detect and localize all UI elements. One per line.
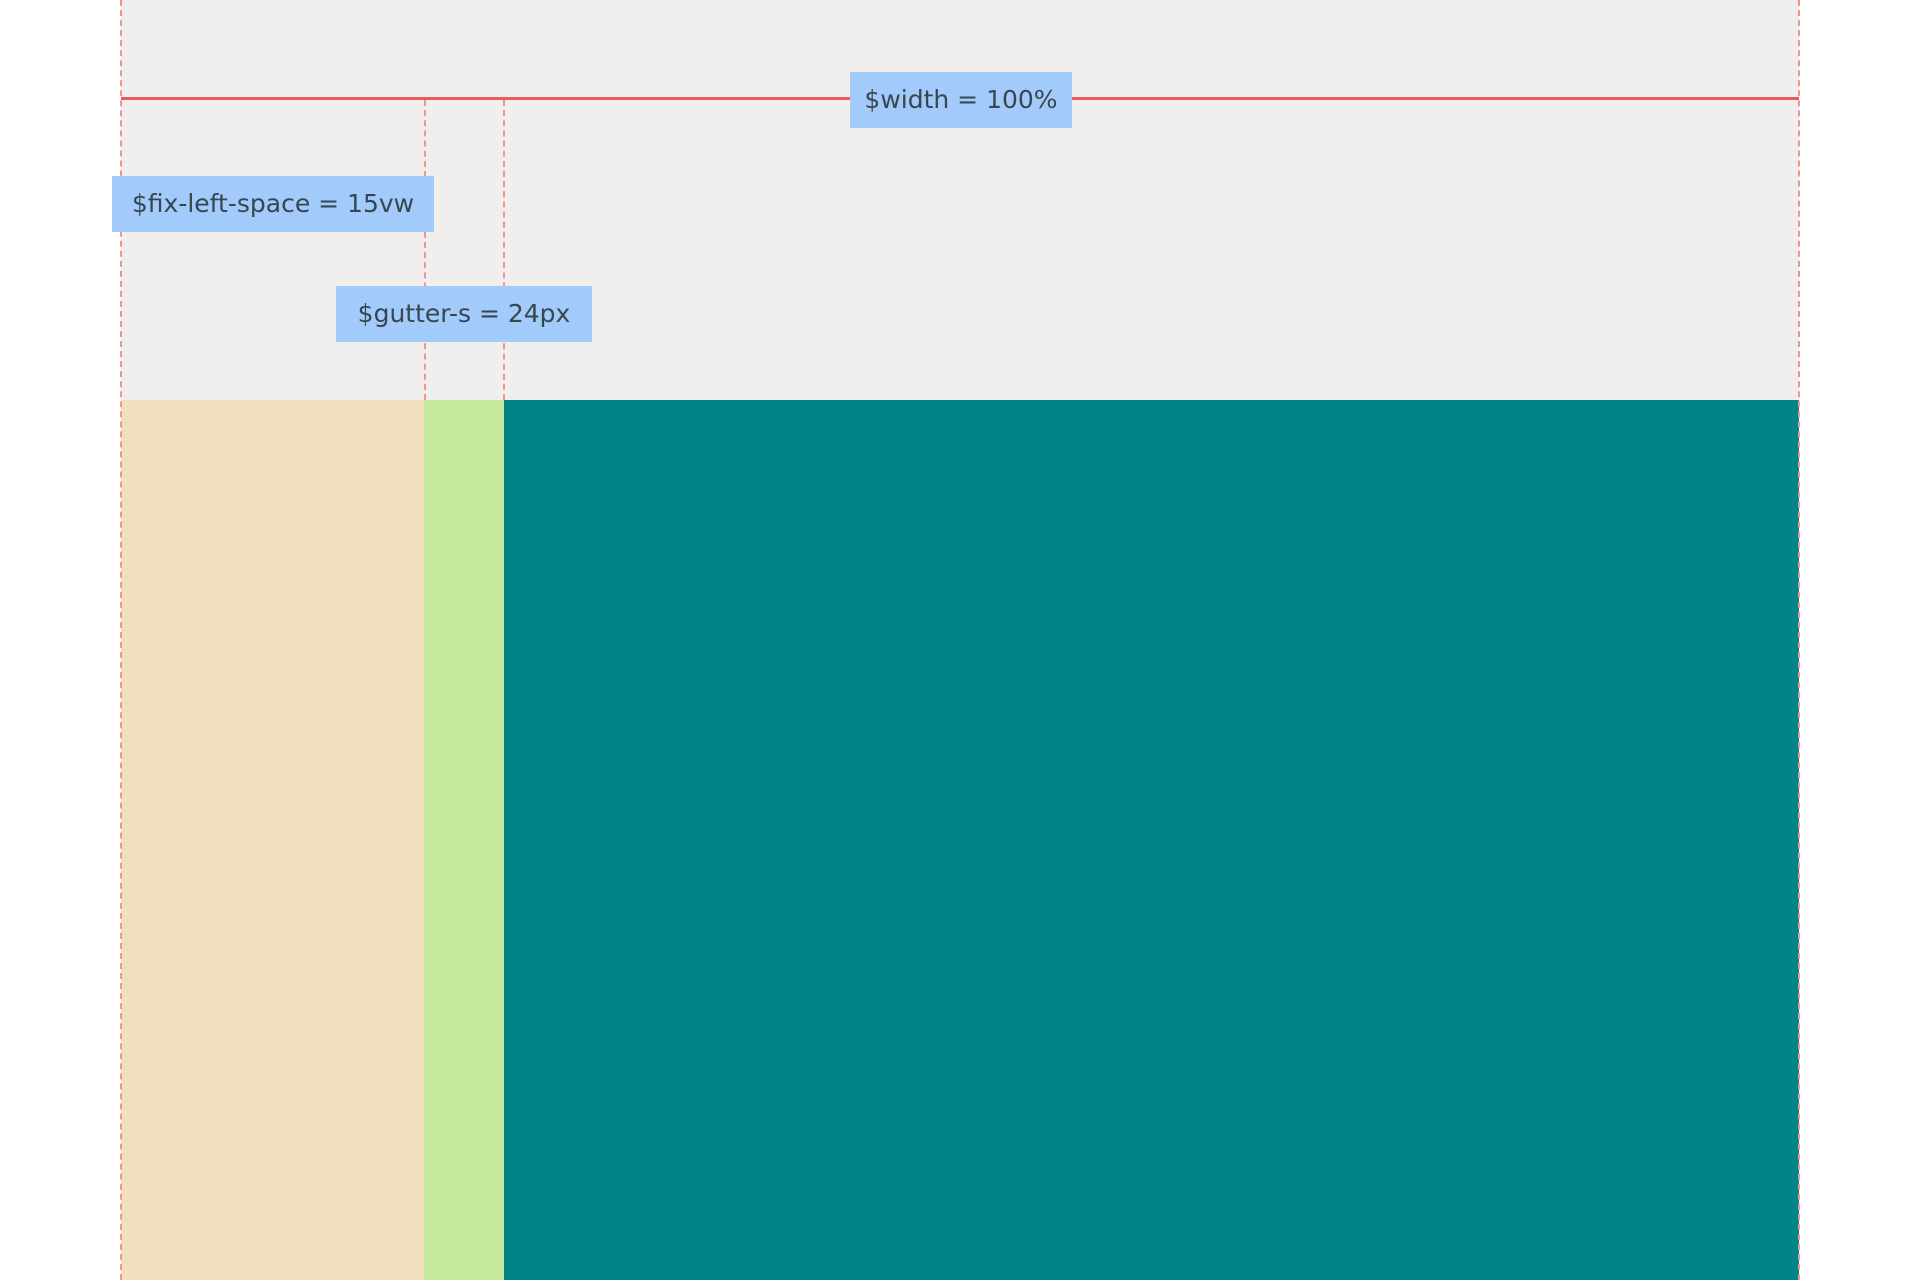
- right-edge-guide: [1798, 0, 1800, 1280]
- gutter-end-guide: [503, 100, 505, 400]
- gutter-region: [424, 400, 504, 1280]
- left-space-region: [121, 400, 424, 1280]
- gutter-s-label: $gutter-s = 24px: [336, 286, 592, 342]
- fix-left-space-label: $fix-left-space = 15vw: [112, 176, 434, 232]
- left-edge-guide: [120, 0, 122, 1280]
- main-content-region: [504, 400, 1799, 1280]
- width-label: $width = 100%: [850, 72, 1072, 128]
- left-space-end-guide: [424, 100, 426, 400]
